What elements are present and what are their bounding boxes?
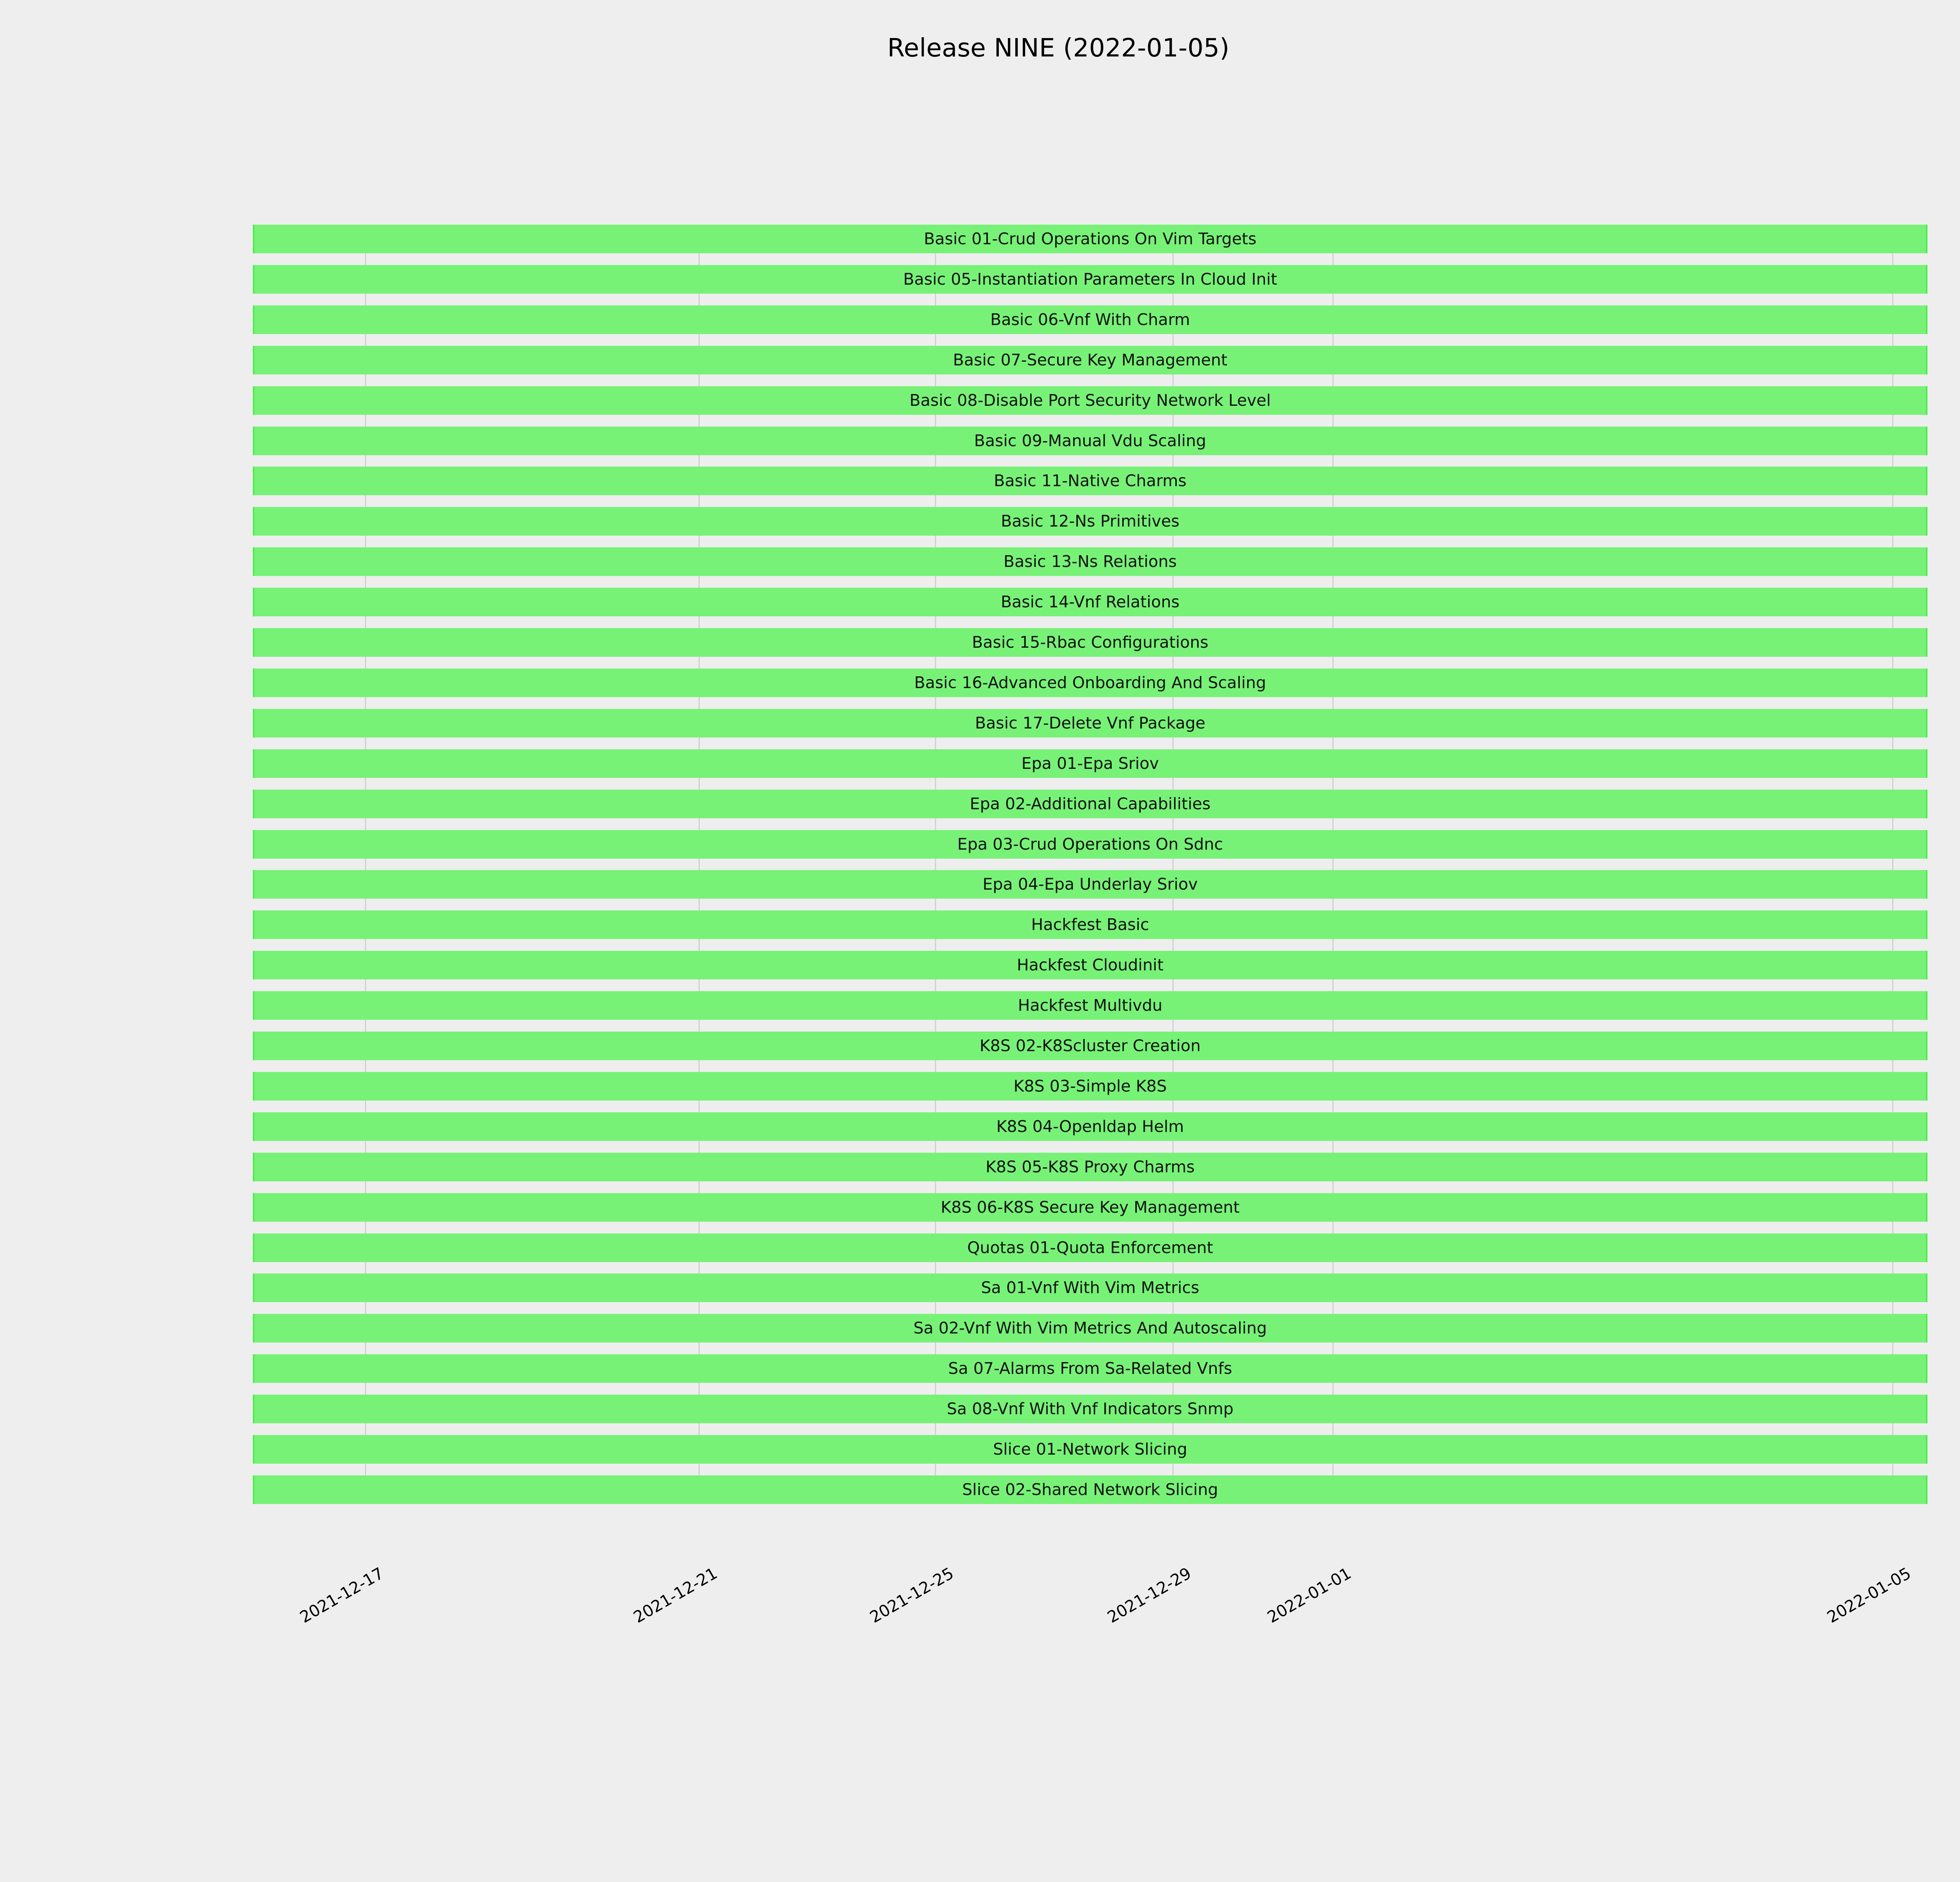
gantt-bar[interactable] (253, 547, 1927, 576)
gantt-bar[interactable] (253, 588, 1927, 617)
gantt-bar[interactable] (253, 910, 1927, 939)
gantt-row[interactable]: K8S 03-Simple K8S (253, 1072, 1927, 1101)
gantt-row[interactable]: Slice 01-Network Slicing (253, 1435, 1927, 1464)
x-tick-label-text: 2021-12-17 (296, 1564, 387, 1627)
x-tick-label-text: 2022-01-05 (1824, 1564, 1914, 1627)
gantt-row[interactable]: K8S 02-K8Scluster Creation (253, 1032, 1927, 1060)
x-tick-label-text: 2021-12-29 (1104, 1564, 1194, 1627)
gantt-bar[interactable] (253, 345, 1927, 374)
gantt-bar[interactable] (253, 830, 1927, 859)
x-tick-label: 2021-12-17 (297, 1517, 468, 1627)
gantt-bar[interactable] (253, 265, 1927, 294)
gantt-row[interactable]: Sa 01-Vnf With Vim Metrics (253, 1273, 1927, 1303)
gantt-row[interactable]: Epa 04-Epa Underlay Sriov (253, 870, 1927, 899)
gantt-bar[interactable] (253, 1152, 1927, 1181)
gantt-bar[interactable] (253, 1193, 1927, 1222)
gantt-bar[interactable] (253, 426, 1927, 455)
gantt-row[interactable]: Quotas 01-Quota Enforcement (253, 1233, 1927, 1262)
gantt-row[interactable]: Basic 01-Crud Operations On Vim Targets (253, 225, 1927, 253)
gridline-2022-01-05 (1892, 225, 1893, 1504)
gantt-row[interactable]: Hackfest Cloudinit (253, 951, 1927, 980)
gantt-row[interactable]: K8S 06-K8S Secure Key Management (253, 1193, 1927, 1222)
gantt-row[interactable]: Basic 12-Ns Primitives (253, 507, 1927, 536)
gantt-row[interactable]: Sa 08-Vnf With Vnf Indicators Snmp (253, 1395, 1927, 1424)
gantt-row[interactable]: Basic 13-Ns Relations (253, 547, 1927, 576)
x-tick-label: 2022-01-01 (1264, 1517, 1435, 1627)
page-title: Release NINE (2022-01-05) (887, 34, 1230, 63)
gantt-row[interactable]: Epa 03-Crud Operations On Sdnc (253, 830, 1927, 859)
gantt-row[interactable]: Basic 15-Rbac Configurations (253, 628, 1927, 657)
gantt-bar[interactable] (253, 789, 1927, 818)
gantt-bar[interactable] (253, 1395, 1927, 1424)
gantt-row[interactable]: Basic 09-Manual Vdu Scaling (253, 426, 1927, 455)
gantt-bar[interactable] (253, 467, 1927, 496)
gantt-row[interactable]: Slice 02-Shared Network Slicing (253, 1475, 1927, 1504)
x-tick-label: 2022-01-05 (1824, 1517, 1960, 1627)
gantt-bar[interactable] (253, 870, 1927, 899)
gantt-bar[interactable] (253, 951, 1927, 980)
gantt-bar[interactable] (253, 628, 1927, 657)
gantt-row[interactable]: Hackfest Multivdu (253, 991, 1927, 1020)
x-axis: 2021-12-17 2021-12-21 2021-12-25 2021-12-29… (253, 1504, 1927, 1660)
gantt-row[interactable]: Sa 07-Alarms From Sa-Related Vnfs (253, 1354, 1927, 1383)
gantt-bar[interactable] (253, 668, 1927, 697)
x-tick-label: 2021-12-29 (1104, 1517, 1275, 1627)
gantt-bar[interactable] (253, 1435, 1927, 1464)
gantt-row[interactable]: Epa 01-Epa Sriov (253, 749, 1927, 778)
gantt-bar[interactable] (253, 225, 1927, 253)
gantt-bar[interactable] (253, 1475, 1927, 1504)
gridline-2022-01-01 (1332, 225, 1334, 1504)
gantt-row[interactable]: Basic 14-Vnf Relations (253, 588, 1927, 617)
gantt-bar[interactable] (253, 1112, 1927, 1141)
gantt-row[interactable]: Basic 07-Secure Key Management (253, 345, 1927, 374)
gantt-row[interactable]: Basic 06-Vnf With Charm (253, 305, 1927, 334)
gantt-row[interactable]: Basic 05-Instantiation Parameters In Clo… (253, 265, 1927, 294)
gridline-2021-12-29 (1172, 225, 1174, 1504)
gantt-bar[interactable] (253, 1273, 1927, 1303)
x-tick-label: 2021-12-25 (867, 1517, 1038, 1627)
gantt-row[interactable]: Basic 11-Native Charms (253, 467, 1927, 496)
gantt-bar[interactable] (253, 991, 1927, 1020)
gridline-2021-12-17 (365, 225, 366, 1504)
gantt-bar[interactable] (253, 386, 1927, 415)
gantt-row[interactable]: Hackfest Basic (253, 910, 1927, 939)
gridline-2021-12-21 (699, 225, 700, 1504)
gantt-bar[interactable] (253, 749, 1927, 778)
gantt-row[interactable]: Basic 08-Disable Port Security Network L… (253, 386, 1927, 415)
x-tick-label: 2021-12-21 (630, 1517, 801, 1627)
x-tick-label-text: 2021-12-21 (630, 1564, 720, 1627)
gantt-row[interactable]: K8S 05-K8S Proxy Charms (253, 1152, 1927, 1181)
x-tick-label-text: 2022-01-01 (1264, 1564, 1354, 1627)
gantt-bar[interactable] (253, 1072, 1927, 1101)
gantt-bar[interactable] (253, 1233, 1927, 1262)
gantt-bar[interactable] (253, 305, 1927, 334)
gantt-bar[interactable] (253, 1314, 1927, 1343)
x-tick-label-text: 2021-12-25 (866, 1564, 957, 1627)
gantt-row[interactable]: Sa 02-Vnf With Vim Metrics And Autoscali… (253, 1314, 1927, 1343)
gridline-2021-12-25 (935, 225, 936, 1504)
gantt-row[interactable]: Epa 02-Additional Capabilities (253, 789, 1927, 818)
gantt-bar[interactable] (253, 708, 1927, 738)
plot-area: Basic 01-Crud Operations On Vim Targets B… (253, 225, 1927, 1504)
gantt-bar[interactable] (253, 1354, 1927, 1383)
gantt-row[interactable]: Basic 17-Delete Vnf Package (253, 708, 1927, 738)
gantt-row[interactable]: K8S 04-Openldap Helm (253, 1112, 1927, 1141)
gantt-bar[interactable] (253, 507, 1927, 536)
gantt-row[interactable]: Basic 16-Advanced Onboarding And Scaling (253, 668, 1927, 697)
gantt-bar[interactable] (253, 1032, 1927, 1060)
